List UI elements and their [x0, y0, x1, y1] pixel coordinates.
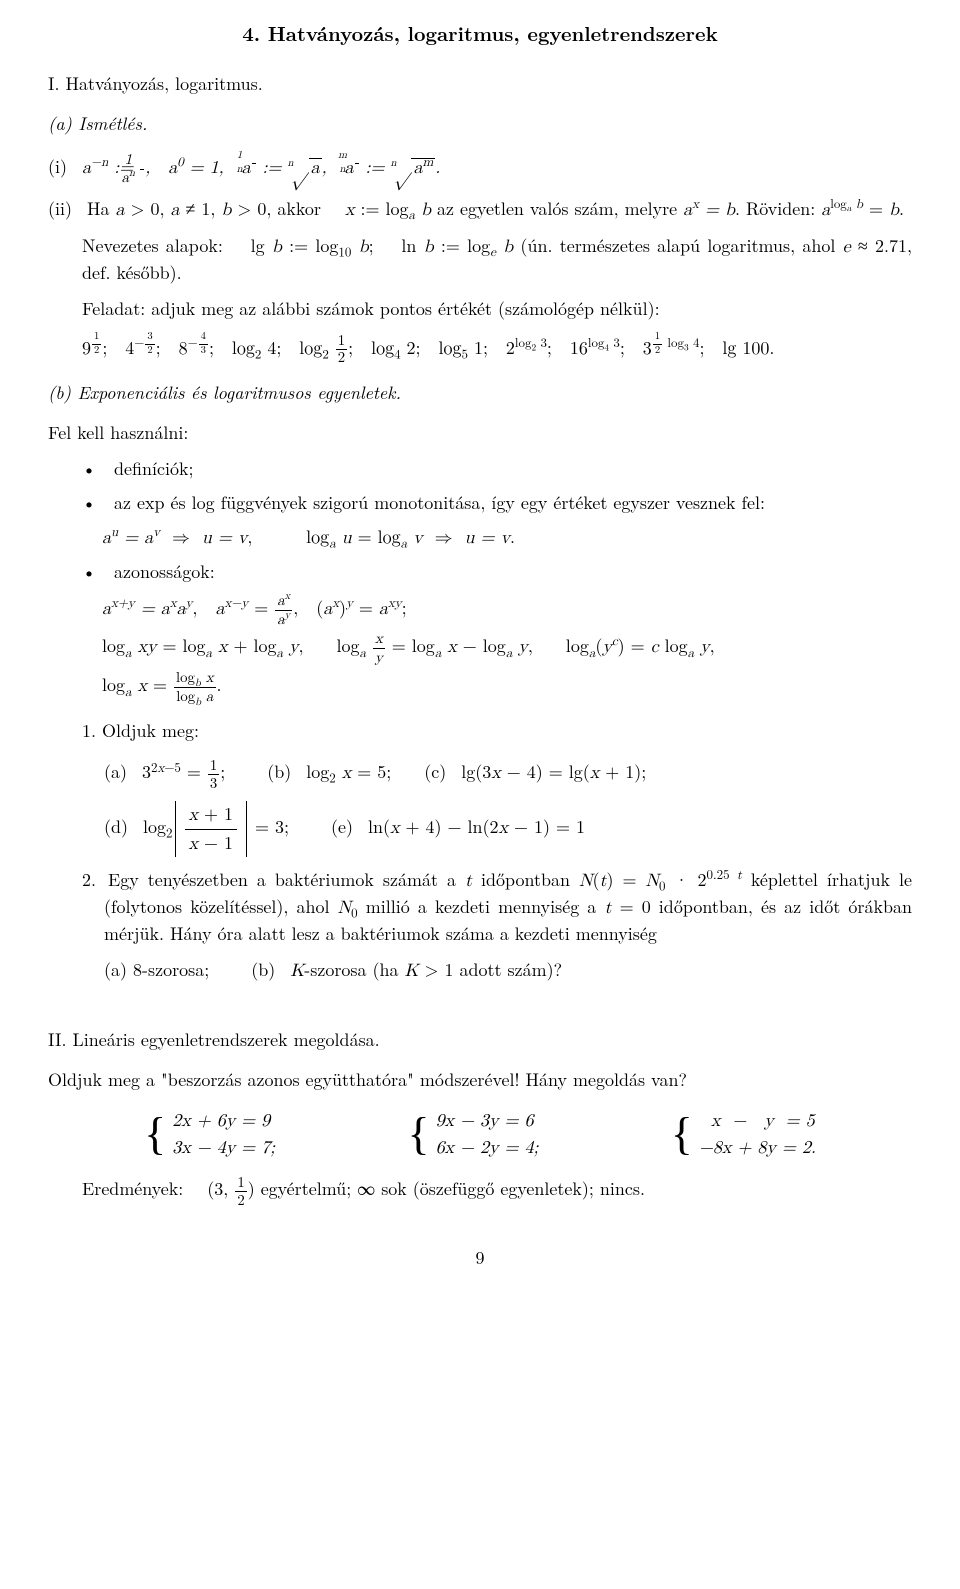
- ident-line-3: loga x = logb xlogb a.: [102, 670, 912, 705]
- solve-head: 1. Oldjuk meg:: [82, 718, 912, 744]
- solve-row-abc: (a) 32x−5 = 13; (b) log2 x = 5; (c) lg(3…: [104, 758, 912, 791]
- bullet-ident-text: azonosságok:: [114, 559, 215, 584]
- sys2-eq1: 9x − 3y = 6: [436, 1112, 534, 1130]
- item-i-label: (i): [48, 154, 67, 179]
- page-number: 9: [48, 1245, 912, 1271]
- nevezetes-alapok: Nevezetes alapok: lg b := log10 b; ln b …: [82, 233, 912, 286]
- ident-line-2: loga xy = loga x + loga y, loga xy = log…: [102, 631, 912, 666]
- sys3-eq1: x − y = 5: [699, 1112, 815, 1130]
- problem-2-parts: (a) 8-szorosa; (b) K-szorosa (ha K > 1 a…: [104, 957, 912, 984]
- item-i: (i) a−n := 1an, a0 = 1, a1n := n√a, amn …: [48, 151, 912, 185]
- item-i-math: a−n := 1an, a0 = 1, a1n := n√a, amn := n…: [82, 159, 440, 177]
- bullet-mono-math: au = av ⇒ u = v, loga u = loga v ⇒ u = v…: [102, 525, 912, 551]
- eredmenyek: Eredmények: (3, 12) egyértelmű; ∞ sok (ö…: [82, 1175, 912, 1208]
- system-1: { 2x + 6y = 9 3x − 4y = 7;: [144, 1107, 275, 1161]
- feladat-intro: Feladat: adjuk meg az alábbi számok pont…: [82, 296, 912, 322]
- system-3: { x − y = 5 −8x + 8y = 2.: [671, 1107, 816, 1161]
- bullet-def-text: definíciók;: [114, 456, 194, 481]
- sys1-eq1: 2x + 6y = 9: [172, 1112, 270, 1130]
- item-ii-text: Ha a > 0, a ≠ 1, b > 0, akkor x := loga …: [87, 196, 904, 221]
- systems-row: { 2x + 6y = 9 3x − 4y = 7; { 9x − 3y = 6…: [78, 1107, 882, 1161]
- page-title: 4. Hatványozás, logaritmus, egyenletrend…: [48, 18, 912, 47]
- solve-row-de: (d) log2x + 1x − 1 = 3; (e) ln(x + 4) − …: [104, 801, 912, 857]
- problem-2-a: (a) 8-szorosa;: [104, 957, 209, 982]
- section-II-head: II. Lineáris egyenletrendszerek megoldás…: [48, 1027, 912, 1053]
- bullet-mono-text: az exp és log függvények szigorú monoton…: [114, 490, 765, 515]
- bullet-ident: • azonosságok:: [48, 559, 912, 585]
- system-2: { 9x − 3y = 6 6x − 2y = 4;: [407, 1107, 538, 1161]
- section-I-head: I. Hatványozás, logaritmus.: [48, 71, 912, 97]
- bullet-def: • definíciók;: [48, 456, 912, 482]
- feladat-list: 912; 4−32; 8−43; log2 4; log2 12; log4 2…: [82, 332, 912, 366]
- item-ii: (ii) Ha a > 0, a ≠ 1, b > 0, akkor x := …: [48, 196, 912, 223]
- sys3-eq2: −8x + 8y = 2.: [699, 1139, 816, 1157]
- problem-2: 2. Egy tenyészetben a baktériumok számát…: [48, 867, 912, 947]
- bullet-mono: • az exp és log függvények szigorú monot…: [48, 490, 912, 516]
- subsection-a: (a) Ismétlés.: [48, 111, 912, 137]
- ident-line-1: ax+y = axay, ax−y = axay, (ax)y = axy;: [102, 593, 912, 628]
- felkell: Fel kell használni:: [48, 420, 912, 446]
- eredmenyek-text: egyértelmű; ∞ sok (öszefüggő egyenletek)…: [261, 1176, 645, 1201]
- subsection-b: (b) Exponenciális és logaritmusos egyenl…: [48, 380, 912, 406]
- eredmenyek-label: Eredmények:: [82, 1176, 183, 1201]
- item-ii-label: (ii): [48, 196, 72, 221]
- oldjuk-intro: Oldjuk meg a "beszorzás azonos együtthat…: [48, 1067, 912, 1093]
- sys2-eq2: 6x − 2y = 4;: [436, 1139, 539, 1157]
- sys1-eq2: 3x − 4y = 7;: [172, 1139, 275, 1157]
